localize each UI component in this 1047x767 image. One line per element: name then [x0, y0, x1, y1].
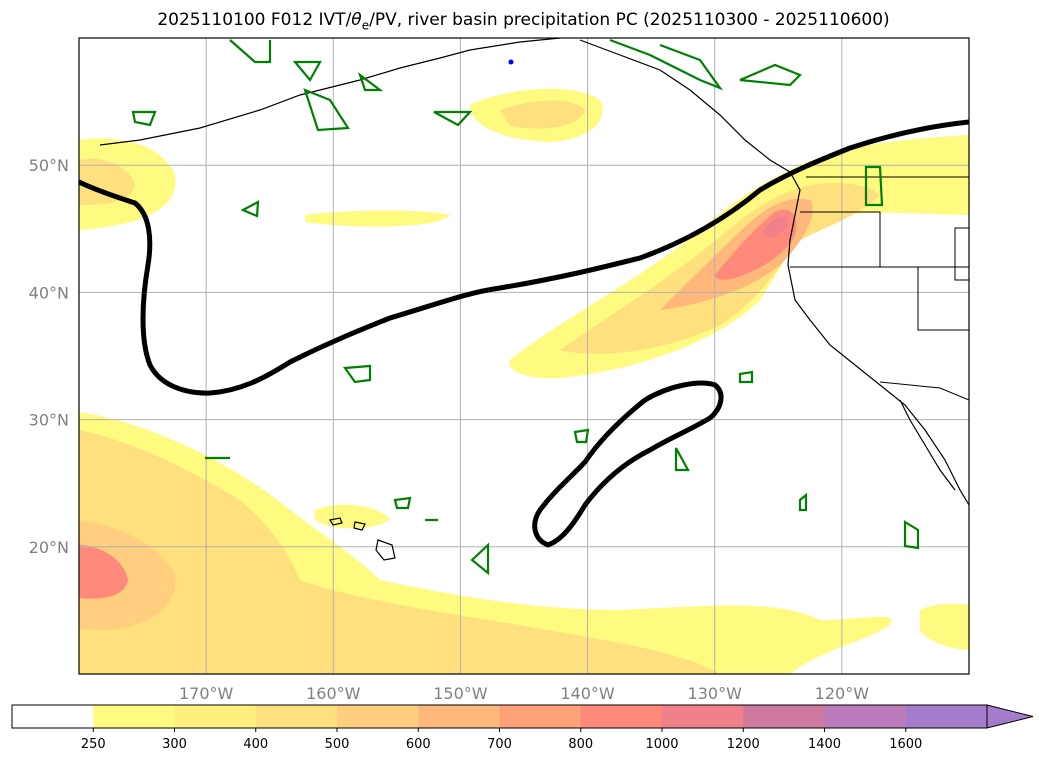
lat-tick-label: 50°N — [29, 156, 69, 175]
pv-contour-12 — [738, 370, 754, 384]
pv-contour-14 — [903, 520, 920, 550]
colorbar-tick-label: 600 — [406, 737, 431, 752]
pv-contour-9 — [393, 496, 412, 510]
pv-contour-17 — [798, 492, 808, 512]
lat-tick-label: 30°N — [29, 411, 69, 430]
ivt-field-tropical-west-700 — [79, 545, 128, 599]
colorbar-tick-label: 1600 — [889, 737, 922, 752]
ivt-field-northwest-inner — [79, 158, 135, 205]
border-california-nevada — [917, 267, 969, 331]
pv-contours — [131, 38, 920, 576]
lon-tick-label: 140°W — [560, 684, 615, 703]
ivt-field-north-pacific-inner — [500, 100, 585, 129]
colorbar-tick-label: 700 — [487, 737, 512, 752]
pv-contour-16 — [739, 63, 802, 87]
colorbar-tick-label: 1400 — [808, 737, 841, 752]
coastline-hawaii-3 — [375, 539, 396, 561]
pv-contour-4 — [357, 72, 384, 92]
colorbar: 250 300 400 500 600 700 800 1000 1200 1400 1600 — [11, 704, 1034, 752]
colorbar-tick-label: 300 — [162, 737, 187, 752]
colorbar-segment — [255, 705, 338, 728]
pv-contour-8 — [342, 364, 372, 384]
border-us-mexico — [879, 381, 969, 401]
pv-contour-10 — [470, 542, 490, 576]
coastline-pacific-northwest — [787, 171, 969, 506]
pv-contour-15 — [609, 38, 724, 91]
title-subscript: e — [361, 18, 370, 33]
colorbar-tick-label: 800 — [568, 737, 593, 752]
figure-title: 2025110100 F012 IVT/θe/PV, river basin p… — [0, 10, 1047, 32]
colorbar-extend-arrow — [986, 704, 1034, 729]
ivt-field-ar-1000 — [762, 216, 789, 238]
coastline-gulf-of-alaska — [579, 39, 791, 173]
pv-contour-6 — [433, 110, 473, 127]
graticule — [79, 38, 969, 674]
lon-tick-label: 150°W — [433, 684, 488, 703]
lon-tick-label: 120°W — [815, 684, 870, 703]
colorbar-segment — [662, 705, 744, 728]
coastline-alaska — [99, 38, 561, 146]
colorbar-segment — [337, 705, 419, 728]
pv-contour-1 — [229, 39, 272, 64]
ivt-field-south-east — [920, 603, 969, 650]
colorbar-segment — [824, 705, 907, 728]
border-idaho — [954, 227, 969, 281]
political-borders — [790, 176, 969, 401]
colorbar-segment — [499, 705, 582, 728]
colorbar-tick-label: 1000 — [645, 737, 678, 752]
colorbar-segment — [93, 705, 175, 728]
pv-contour-2 — [292, 60, 322, 82]
colorbar-segment — [580, 705, 663, 728]
lat-tick-label: 40°N — [29, 283, 69, 302]
ivt-field-mid-strip — [305, 210, 450, 227]
coastline-hawaii-1 — [329, 517, 343, 526]
ivt-field-tropical-west-300 — [79, 430, 720, 674]
lon-tick-label: 160°W — [306, 684, 361, 703]
colorbar-segment — [174, 705, 257, 728]
border-washington-oregon — [800, 211, 881, 267]
pv-contour-7 — [240, 200, 260, 218]
coastlines — [99, 38, 969, 561]
pv-contour-3 — [303, 88, 350, 132]
pv-contour-13 — [864, 165, 884, 207]
map-area — [79, 38, 969, 674]
map-frame — [78, 37, 970, 675]
theta-e-contours — [79, 119, 969, 548]
coastline-baja — [899, 399, 956, 491]
colorbar-segment — [905, 705, 988, 728]
theta-e-contour-south-loop — [532, 380, 724, 548]
coastline-hawaii-2 — [353, 521, 366, 531]
colorbar-tick-label: 400 — [243, 737, 268, 752]
title-theta: θ — [351, 10, 362, 30]
lat-tick-label: 20°N — [29, 538, 69, 557]
colorbar-tick-label: 1200 — [727, 737, 760, 752]
colorbar-segment — [418, 705, 500, 728]
title-text-start: 2025110100 F012 IVT/ — [157, 10, 352, 30]
ivt-shading — [79, 88, 969, 674]
pv-contour-11 — [674, 447, 690, 472]
pv-contour-5 — [131, 110, 157, 127]
ivt-field-south-mid — [315, 504, 390, 529]
colorbar-tick-label: 250 — [81, 737, 106, 752]
title-text-end: /PV, river basin precipitation PC (20251… — [369, 10, 890, 30]
colorbar-segment — [743, 705, 825, 728]
longitude-labels: 170°W 160°W 150°W 140°W 130°W 120°W — [179, 684, 869, 703]
theta-e-contour-north — [79, 119, 969, 396]
lon-tick-label: 170°W — [179, 684, 234, 703]
pv-contour-18 — [573, 428, 590, 444]
colorbar-segment — [12, 705, 94, 728]
ivt-field-tropical-west-500 — [79, 520, 176, 630]
latitude-labels: 20°N 30°N 40°N 50°N — [29, 156, 69, 557]
marker-dot — [508, 59, 514, 65]
lon-tick-label: 130°W — [688, 684, 743, 703]
colorbar-tick-label: 500 — [325, 737, 350, 752]
